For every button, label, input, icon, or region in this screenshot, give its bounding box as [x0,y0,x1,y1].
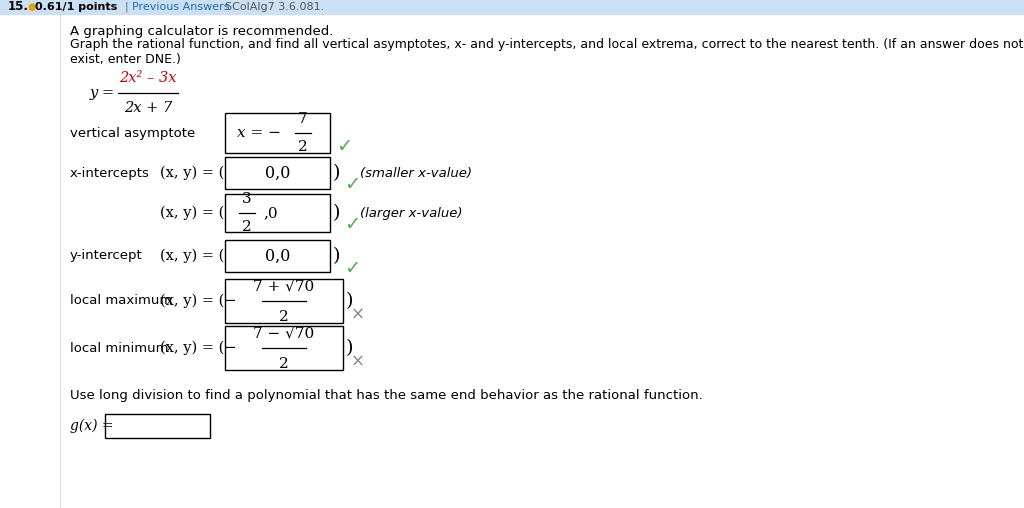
Text: 0.61/1 points: 0.61/1 points [35,2,118,12]
Text: 7: 7 [298,112,308,126]
Text: ): ) [333,247,341,265]
Text: 2x² – 3x: 2x² – 3x [119,71,177,85]
Bar [225,113,330,153]
Text: g(x) =: g(x) = [70,419,114,433]
Text: 0,0: 0,0 [265,247,290,265]
Text: x-intercepts: x-intercepts [70,167,150,179]
Text: ,0: ,0 [263,206,278,220]
Text: 7 − √70: 7 − √70 [253,326,314,340]
Text: 2: 2 [242,220,252,234]
Text: 0,0: 0,0 [265,165,290,181]
Text: Graph the rational function, and find all vertical asymptotes, x- and y-intercep: Graph the rational function, and find al… [70,38,1023,66]
Text: ×: × [351,306,365,324]
Bar [0,0,1024,14]
Text: (x, y) = (−: (x, y) = (− [160,341,237,355]
Text: local maximum: local maximum [70,295,172,307]
Text: 2: 2 [298,140,308,154]
Bar [225,157,330,189]
Text: local minimum: local minimum [70,341,169,355]
Text: 2: 2 [280,357,289,371]
Text: x = −: x = − [237,126,281,140]
Text: Use long division to find a polynomial that has the same end behavior as the rat: Use long division to find a polynomial t… [70,390,702,402]
Text: (x, y) = (: (x, y) = ( [160,249,224,263]
Text: vertical asymptote: vertical asymptote [70,126,196,140]
Text: 15.: 15. [8,1,29,14]
Bar [105,414,210,438]
Text: ✓: ✓ [344,259,360,277]
Text: |: | [125,2,129,12]
Text: 2: 2 [280,310,289,324]
Text: ✓: ✓ [344,175,360,195]
Bar [225,194,330,232]
Bar [225,326,343,370]
Text: (larger x-value): (larger x-value) [360,206,463,219]
Text: 3: 3 [243,192,252,206]
Text: (smaller x-value): (smaller x-value) [360,167,472,179]
Text: ●: ● [27,2,36,12]
Text: ): ) [346,292,353,310]
Text: SColAlg7 3.6.081.: SColAlg7 3.6.081. [225,2,325,12]
Text: (x, y) = (−: (x, y) = (− [160,294,237,308]
Text: Previous Answers: Previous Answers [132,2,229,12]
Bar [225,279,343,323]
Text: 7 + √70: 7 + √70 [253,279,314,293]
Text: ): ) [333,164,341,182]
Text: (x, y) = (: (x, y) = ( [160,206,224,220]
Text: A graphing calculator is recommended.: A graphing calculator is recommended. [70,25,334,39]
Text: ×: × [351,353,365,371]
Text: y-intercept: y-intercept [70,249,142,263]
Text: ✓: ✓ [336,138,352,156]
Text: ): ) [333,204,341,222]
Text: y =: y = [90,86,115,100]
Text: (x, y) = (: (x, y) = ( [160,166,224,180]
Text: ✓: ✓ [344,215,360,235]
Bar [225,240,330,272]
Text: 2x + 7: 2x + 7 [124,101,172,115]
Text: ): ) [346,339,353,357]
